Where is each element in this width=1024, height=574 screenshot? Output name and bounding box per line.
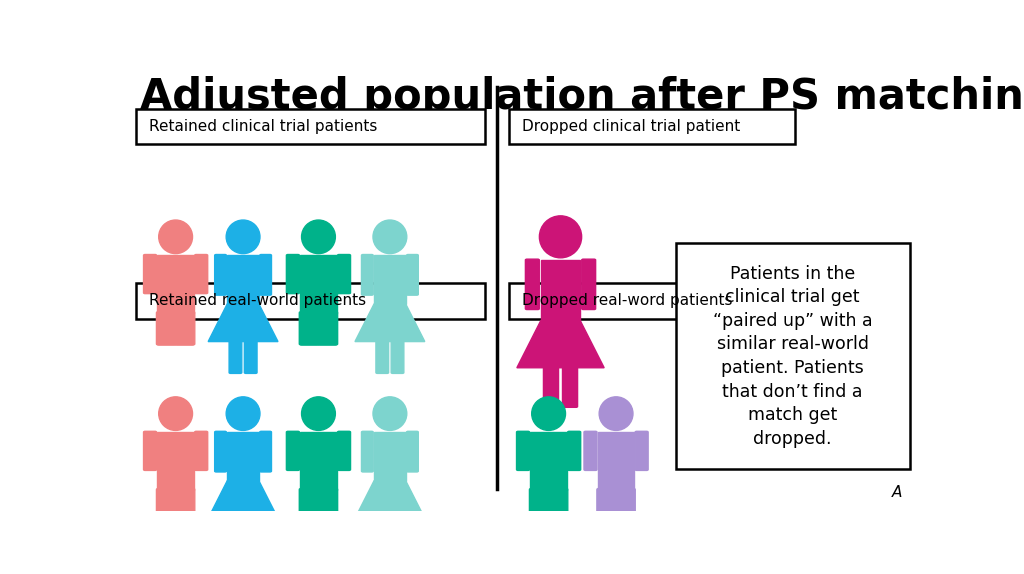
FancyBboxPatch shape [175, 488, 195, 522]
FancyBboxPatch shape [158, 255, 194, 313]
FancyBboxPatch shape [227, 255, 259, 304]
FancyBboxPatch shape [143, 254, 157, 294]
Text: Retained clinical trial patients: Retained clinical trial patients [150, 119, 378, 134]
Text: Dropped real-word patients: Dropped real-word patients [522, 293, 733, 308]
FancyBboxPatch shape [509, 108, 795, 144]
Ellipse shape [301, 220, 336, 254]
FancyBboxPatch shape [407, 254, 418, 295]
FancyBboxPatch shape [374, 255, 406, 304]
FancyBboxPatch shape [376, 518, 389, 550]
FancyBboxPatch shape [229, 341, 242, 374]
FancyBboxPatch shape [317, 488, 338, 522]
Ellipse shape [540, 216, 582, 258]
FancyBboxPatch shape [157, 488, 176, 522]
Text: Adjusted population after PS matching: Adjusted population after PS matching [140, 76, 1024, 118]
FancyBboxPatch shape [229, 518, 242, 550]
Text: Dropped clinical trial patient: Dropped clinical trial patient [522, 119, 740, 134]
Polygon shape [355, 481, 425, 518]
FancyBboxPatch shape [195, 431, 208, 471]
FancyBboxPatch shape [541, 260, 581, 321]
FancyBboxPatch shape [361, 431, 373, 472]
Ellipse shape [226, 397, 260, 430]
FancyBboxPatch shape [338, 431, 350, 471]
FancyBboxPatch shape [516, 431, 529, 471]
FancyBboxPatch shape [582, 259, 596, 309]
FancyBboxPatch shape [407, 431, 418, 472]
FancyBboxPatch shape [361, 254, 373, 295]
FancyBboxPatch shape [597, 488, 617, 522]
FancyBboxPatch shape [245, 341, 257, 374]
FancyBboxPatch shape [376, 341, 389, 374]
Ellipse shape [373, 397, 407, 430]
FancyBboxPatch shape [260, 254, 271, 295]
Ellipse shape [301, 397, 336, 430]
FancyBboxPatch shape [530, 432, 567, 490]
FancyBboxPatch shape [391, 518, 403, 550]
FancyBboxPatch shape [598, 432, 634, 490]
FancyBboxPatch shape [548, 488, 567, 522]
Ellipse shape [531, 397, 565, 430]
FancyBboxPatch shape [143, 431, 157, 471]
FancyBboxPatch shape [287, 254, 299, 294]
Polygon shape [208, 304, 278, 342]
FancyBboxPatch shape [525, 259, 540, 309]
FancyBboxPatch shape [245, 518, 257, 550]
Polygon shape [355, 304, 425, 342]
FancyBboxPatch shape [300, 255, 337, 313]
Ellipse shape [226, 220, 260, 254]
FancyBboxPatch shape [562, 367, 578, 408]
FancyBboxPatch shape [227, 432, 259, 481]
FancyBboxPatch shape [215, 431, 226, 472]
FancyBboxPatch shape [299, 312, 319, 345]
FancyBboxPatch shape [374, 432, 406, 481]
Ellipse shape [599, 397, 633, 430]
FancyBboxPatch shape [676, 243, 909, 469]
FancyBboxPatch shape [544, 367, 558, 408]
Ellipse shape [159, 397, 193, 430]
FancyBboxPatch shape [635, 431, 648, 471]
FancyBboxPatch shape [615, 488, 635, 522]
FancyBboxPatch shape [287, 431, 299, 471]
FancyBboxPatch shape [300, 432, 337, 490]
FancyBboxPatch shape [195, 254, 208, 294]
FancyBboxPatch shape [391, 341, 403, 374]
Polygon shape [208, 481, 278, 518]
FancyBboxPatch shape [157, 312, 176, 345]
FancyBboxPatch shape [317, 312, 338, 345]
FancyBboxPatch shape [299, 488, 319, 522]
FancyBboxPatch shape [584, 431, 597, 471]
Text: A: A [891, 485, 902, 500]
FancyBboxPatch shape [260, 431, 271, 472]
Text: Patients in the
clinical trial get
“paired up” with a
similar real-world
patient: Patients in the clinical trial get “pair… [713, 265, 872, 448]
FancyBboxPatch shape [567, 431, 581, 471]
FancyBboxPatch shape [136, 108, 485, 144]
FancyBboxPatch shape [136, 283, 485, 319]
Ellipse shape [373, 220, 407, 254]
Polygon shape [517, 321, 604, 368]
FancyBboxPatch shape [338, 254, 350, 294]
FancyBboxPatch shape [215, 254, 226, 295]
FancyBboxPatch shape [175, 312, 195, 345]
FancyBboxPatch shape [158, 432, 194, 490]
FancyBboxPatch shape [509, 283, 795, 319]
FancyBboxPatch shape [529, 488, 550, 522]
Text: Retained real-world patients: Retained real-world patients [150, 293, 367, 308]
Ellipse shape [159, 220, 193, 254]
